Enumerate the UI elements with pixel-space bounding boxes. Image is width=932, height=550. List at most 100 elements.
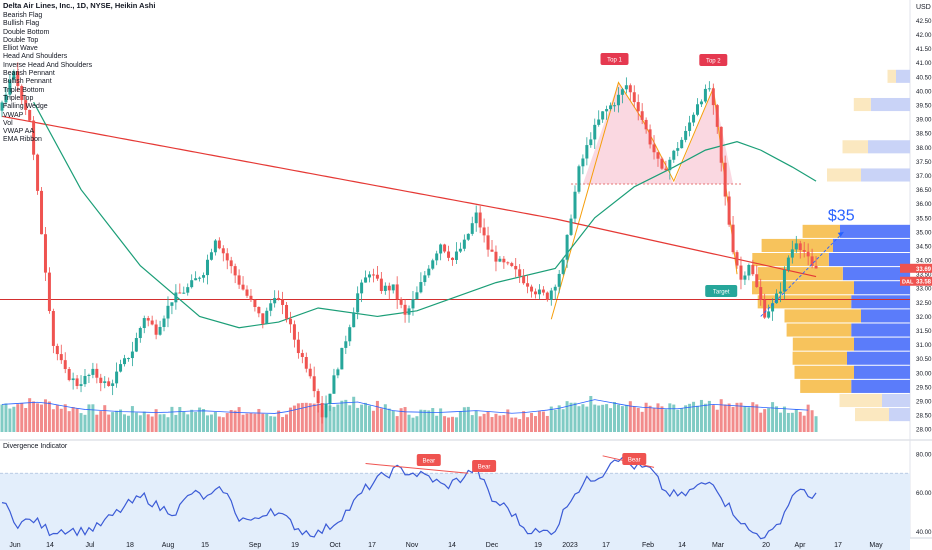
candle-body <box>146 318 150 321</box>
volume-bar <box>664 409 668 432</box>
indicator-item[interactable]: Triple Top <box>3 94 34 102</box>
y-tick-label: 32.00 <box>916 314 932 321</box>
indicator-item[interactable]: Bearish Flag <box>3 12 43 19</box>
candle-body <box>601 111 605 120</box>
y-tick-label: 32.50 <box>916 300 932 307</box>
volume-bar <box>221 417 225 432</box>
candle-body <box>419 282 423 293</box>
bear-label <box>416 454 441 466</box>
indicator-item[interactable]: Triple Bottom <box>3 86 45 94</box>
candle-body <box>656 152 660 159</box>
currency-label: USD <box>916 4 931 11</box>
volume-bar <box>217 416 221 432</box>
candle-body <box>55 345 59 355</box>
candle-body <box>723 162 727 197</box>
y-tick-label: 40.00 <box>916 88 932 95</box>
volume-bar <box>593 404 597 432</box>
indicator-item[interactable]: VWAP <box>3 111 24 119</box>
indicator-item[interactable]: EMA Ribbon <box>3 136 42 144</box>
indicator-item[interactable]: Inverse Head And Shoulders <box>3 61 93 69</box>
volume-bar <box>431 408 435 432</box>
candle-body <box>395 284 399 300</box>
candle-body <box>510 263 514 266</box>
candle-body <box>613 105 617 107</box>
y-tick-label: 41.00 <box>916 60 932 67</box>
volume-bar <box>20 403 24 432</box>
volume-bar <box>209 414 213 432</box>
indicator-item[interactable]: VWAP AA <box>3 128 35 136</box>
indicator-item[interactable]: Double Bottom <box>3 28 50 36</box>
candle-body <box>624 85 628 90</box>
y-tick-label: 42.00 <box>916 32 932 39</box>
y-tick-label: 33.00 <box>916 286 932 293</box>
profile-bar-down <box>882 393 910 408</box>
volume-bar <box>478 416 482 432</box>
profile-bar-down <box>854 337 910 351</box>
volume-bar <box>47 401 51 432</box>
volume-bar <box>573 402 577 432</box>
candle-body <box>478 212 482 228</box>
candle-body <box>103 381 107 384</box>
volume-bar <box>269 416 273 432</box>
x-tick-label: 19 <box>534 542 542 549</box>
volume-bar <box>719 399 723 432</box>
volume-bar <box>134 412 138 432</box>
volume-bar <box>257 408 261 432</box>
volume-bar <box>379 408 383 432</box>
candle-body <box>115 371 119 384</box>
candle-body <box>565 234 569 260</box>
x-tick-label: 19 <box>291 542 299 549</box>
candle-body <box>20 85 24 101</box>
candle-body <box>296 339 300 354</box>
y-tick-label: 28.00 <box>916 427 932 434</box>
candle-body <box>67 369 71 381</box>
volume-bar <box>186 414 190 432</box>
indicator-item[interactable]: Vol <box>3 119 13 127</box>
indicator-item[interactable]: Falling Wedge <box>3 103 48 111</box>
volume-bar <box>138 415 142 432</box>
volume-bar <box>510 417 514 432</box>
volume-bar <box>348 405 352 432</box>
indicator-item[interactable]: Elliot Wave <box>3 45 38 53</box>
volume-bar <box>482 413 486 432</box>
volume-bar <box>557 405 561 432</box>
volume-bar <box>79 413 83 432</box>
ma-50-line <box>33 101 817 329</box>
candle-body <box>368 274 372 278</box>
indicator-item[interactable]: Bullish Flag <box>3 20 40 28</box>
volume-bar <box>561 409 565 432</box>
candle-body <box>711 88 715 106</box>
volume-bar <box>407 414 411 432</box>
candles <box>0 62 818 424</box>
profile-bar-up <box>794 365 854 379</box>
indicator-item[interactable]: Head And Shoulders <box>3 53 68 61</box>
volume-bar <box>194 412 198 432</box>
candle-body <box>486 235 490 250</box>
indicator-item[interactable]: Bearish Pennant <box>3 70 55 78</box>
volume-bar <box>332 406 336 432</box>
axes: Jun 14 Jul 18 Aug 15 Sep 19 Oct 17 Nov 14 Dec 19 2023 1… <box>9 18 932 549</box>
volume-bar <box>672 404 676 432</box>
volume-bar <box>609 408 613 432</box>
candle-body <box>352 312 356 328</box>
volume-bar <box>624 404 628 432</box>
profile-bar-up <box>786 323 852 337</box>
candle-body <box>158 326 162 335</box>
profile-bar-up <box>792 351 847 365</box>
candle-body <box>537 289 541 295</box>
indicator-item[interactable]: Double Top <box>3 36 39 44</box>
volume-bar <box>59 408 63 432</box>
candle-body <box>514 265 518 270</box>
volume-bar <box>178 406 182 432</box>
candle-body <box>324 403 328 418</box>
volume-bar <box>4 403 8 432</box>
x-tick-label: Dec <box>486 542 499 549</box>
candle-body <box>458 248 462 252</box>
indicator-item[interactable]: Bullish Pennant <box>3 78 52 86</box>
candle-body <box>778 291 782 294</box>
candle-body <box>585 145 589 159</box>
candle-body <box>107 381 111 386</box>
candle-body <box>328 393 332 404</box>
candle-body <box>569 218 573 235</box>
